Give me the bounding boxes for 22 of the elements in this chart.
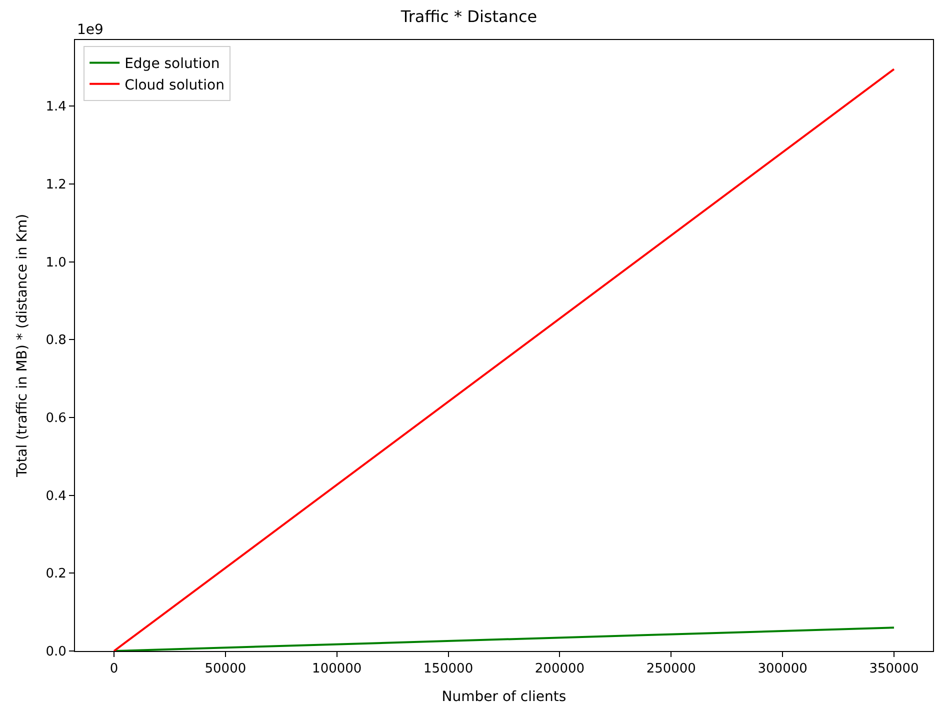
y-axis-title: Total (traffic in MB) * (distance in Km) <box>14 214 30 478</box>
text: 1e9 <box>77 22 104 38</box>
x-tick-label: 150000 <box>423 662 474 677</box>
y-tick-label: 0.2 <box>46 566 66 582</box>
legend-label: Cloud solution <box>124 77 224 94</box>
legend-label: Edge solution <box>124 56 220 72</box>
y-tick-label: 0.0 <box>46 644 66 660</box>
y-tick-label: 0.8 <box>46 333 66 348</box>
x-tick-label: 300000 <box>758 662 808 677</box>
x-tick-label: 200000 <box>534 662 585 677</box>
y-tick-label: 1.0 <box>46 255 66 270</box>
x-tick-label: 250000 <box>646 662 696 677</box>
y-tick-label: 1.2 <box>46 178 66 193</box>
y-tick-label: 0.6 <box>46 411 66 426</box>
y-tick-label: 1.4 <box>46 100 66 115</box>
x-tick-label: 50000 <box>204 662 246 677</box>
x-axis-title: Number of clients <box>442 688 566 705</box>
x-tick-label: 100000 <box>312 662 362 677</box>
x-tick-label: 350000 <box>869 662 919 677</box>
y-tick-label: 0.4 <box>46 488 66 504</box>
x-tick-label: 0 <box>110 662 118 677</box>
chart-title: Traffic * Distance <box>400 6 538 26</box>
